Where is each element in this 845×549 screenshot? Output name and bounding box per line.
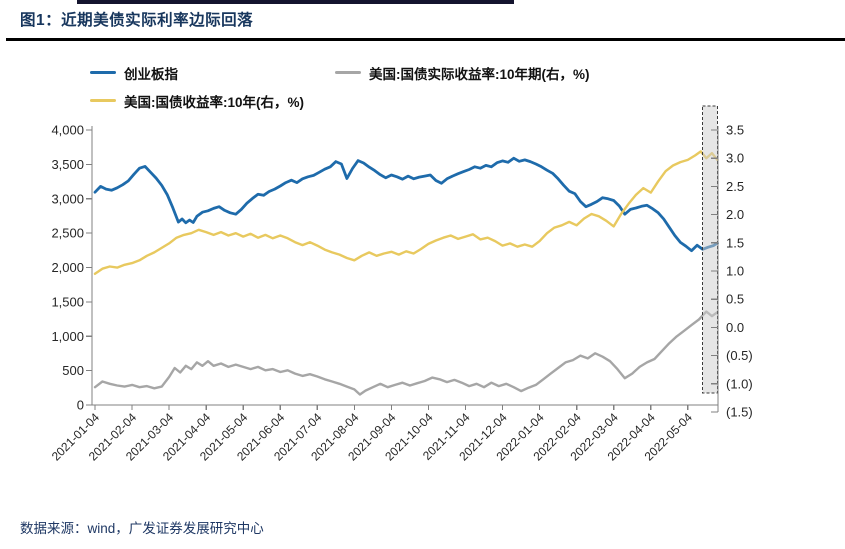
title-underline (6, 38, 845, 41)
legend-label: 创业板指 (124, 66, 178, 82)
right-axis-label: 2.5 (726, 179, 744, 194)
legend-label: 美国:国债收益率:10年(右，%) (124, 94, 305, 110)
series-line-1 (93, 156, 719, 253)
right-axis-label: 2.0 (726, 207, 744, 222)
left-axis-label: 1,500 (51, 294, 84, 309)
left-axis-label: 3,500 (51, 157, 84, 172)
left-axis-label: 0 (77, 398, 84, 413)
source-text: 数据来源：wind，广发证券发展研究中心 (20, 521, 264, 536)
figure-title: 图1：近期美债实际利率边际回落 (20, 12, 254, 29)
right-axis-label: (0.5) (726, 348, 753, 363)
left-axis-label: 2,000 (51, 260, 84, 275)
line-swatch-gray (335, 70, 361, 75)
right-axis-label: (1.0) (726, 376, 753, 391)
series-line-2 (93, 150, 719, 275)
legend-item-real-yield: 美国:国债实际收益率:10年期(右，%) (335, 64, 590, 82)
left-axis-label: 2,500 (51, 226, 84, 241)
top-crop-artifact-bar (77, 0, 514, 4)
right-axis-label: 1.5 (726, 235, 744, 250)
series-line-0 (93, 310, 719, 396)
right-axis-label: 0.0 (726, 320, 744, 335)
line-swatch-yellow (90, 98, 116, 103)
right-axis-label: (1.5) (726, 405, 753, 420)
right-axis-label: 0.5 (726, 292, 744, 307)
line-swatch-blue (90, 70, 116, 75)
left-axis-label: 4,000 (51, 123, 84, 138)
left-axis-label: 500 (62, 363, 84, 378)
highlight-band (702, 105, 718, 394)
legend-label: 美国:国债实际收益率:10年期(右，%) (369, 66, 590, 82)
right-axis-label: 1.0 (726, 264, 744, 279)
right-axis-label: 3.0 (726, 151, 744, 166)
left-axis-label: 3,000 (51, 191, 84, 206)
left-axis-label: 1,000 (51, 329, 84, 344)
legend-item-nominal-yield: 美国:国债收益率:10年(右，%) (90, 92, 305, 110)
legend-item-chinext: 创业板指 (90, 64, 178, 82)
right-axis-label: 3.5 (726, 123, 744, 138)
